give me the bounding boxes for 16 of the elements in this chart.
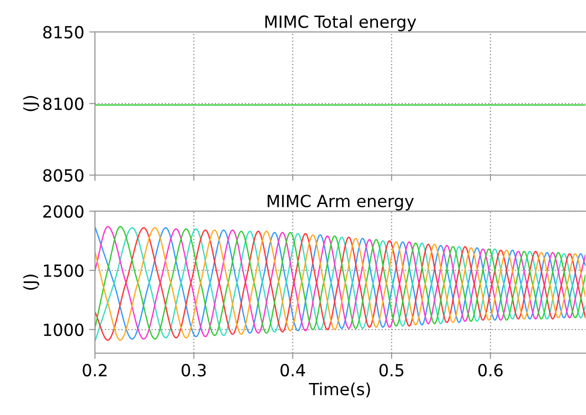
y-tick-label: 8050 bbox=[43, 169, 84, 182]
x-tick-label: 0.3 bbox=[182, 364, 206, 376]
y-tick-label: 8150 bbox=[43, 26, 84, 39]
x-tick-label: 0.2 bbox=[82, 364, 107, 376]
x-tick-label: 0.5 bbox=[379, 364, 404, 376]
y-axis-title: (J) bbox=[23, 96, 40, 112]
y-tick-label: 2000 bbox=[43, 205, 84, 218]
y-tick-label: 1000 bbox=[44, 323, 84, 336]
x-tick-label: 0.6 bbox=[478, 364, 503, 376]
y-axis-title: (J) bbox=[23, 274, 40, 290]
chart-title: MIMC Arm energy bbox=[268, 194, 414, 211]
x-axis-title: Time(s) bbox=[308, 382, 370, 398]
x-tick-label: 0.4 bbox=[280, 364, 306, 376]
y-tick-label: 8100 bbox=[43, 98, 84, 110]
chart-title: MIMC Total energy bbox=[265, 15, 416, 32]
y-tick-label: 1500 bbox=[44, 264, 84, 277]
